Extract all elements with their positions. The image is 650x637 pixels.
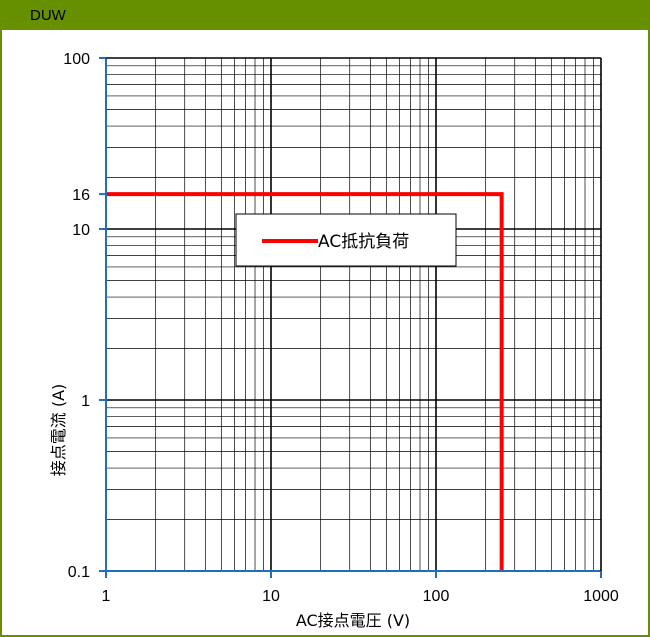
legend: AC抵抗負荷 [235, 213, 457, 267]
y-axis-label: 接点電流 (A) [49, 384, 68, 477]
tick-labels: 1 10 100 1000 0.1 1 10 16 100 [63, 51, 619, 605]
x-axis-label: AC接点電圧 (V) [296, 611, 410, 630]
axis-lines [99, 57, 602, 578]
header-bar: DUW [0, 0, 650, 30]
grid-lines [105, 58, 601, 572]
x-tick-label: 1 [102, 588, 111, 605]
y-tick-label: 1 [81, 393, 90, 410]
series-layer [106, 192, 504, 571]
x-tick-label: 100 [423, 588, 450, 605]
y-tick-label: 10 [72, 222, 90, 239]
y-tick-label: 0.1 [68, 564, 90, 581]
series-line [106, 192, 504, 571]
y-tick-label: 100 [63, 51, 90, 68]
header-title: DUW [30, 7, 66, 24]
x-tick-label: 1000 [583, 588, 619, 605]
x-tick-label: 10 [262, 588, 280, 605]
legend-label: AC抵抗負荷 [318, 232, 409, 252]
y-tick-label: 16 [72, 187, 90, 204]
